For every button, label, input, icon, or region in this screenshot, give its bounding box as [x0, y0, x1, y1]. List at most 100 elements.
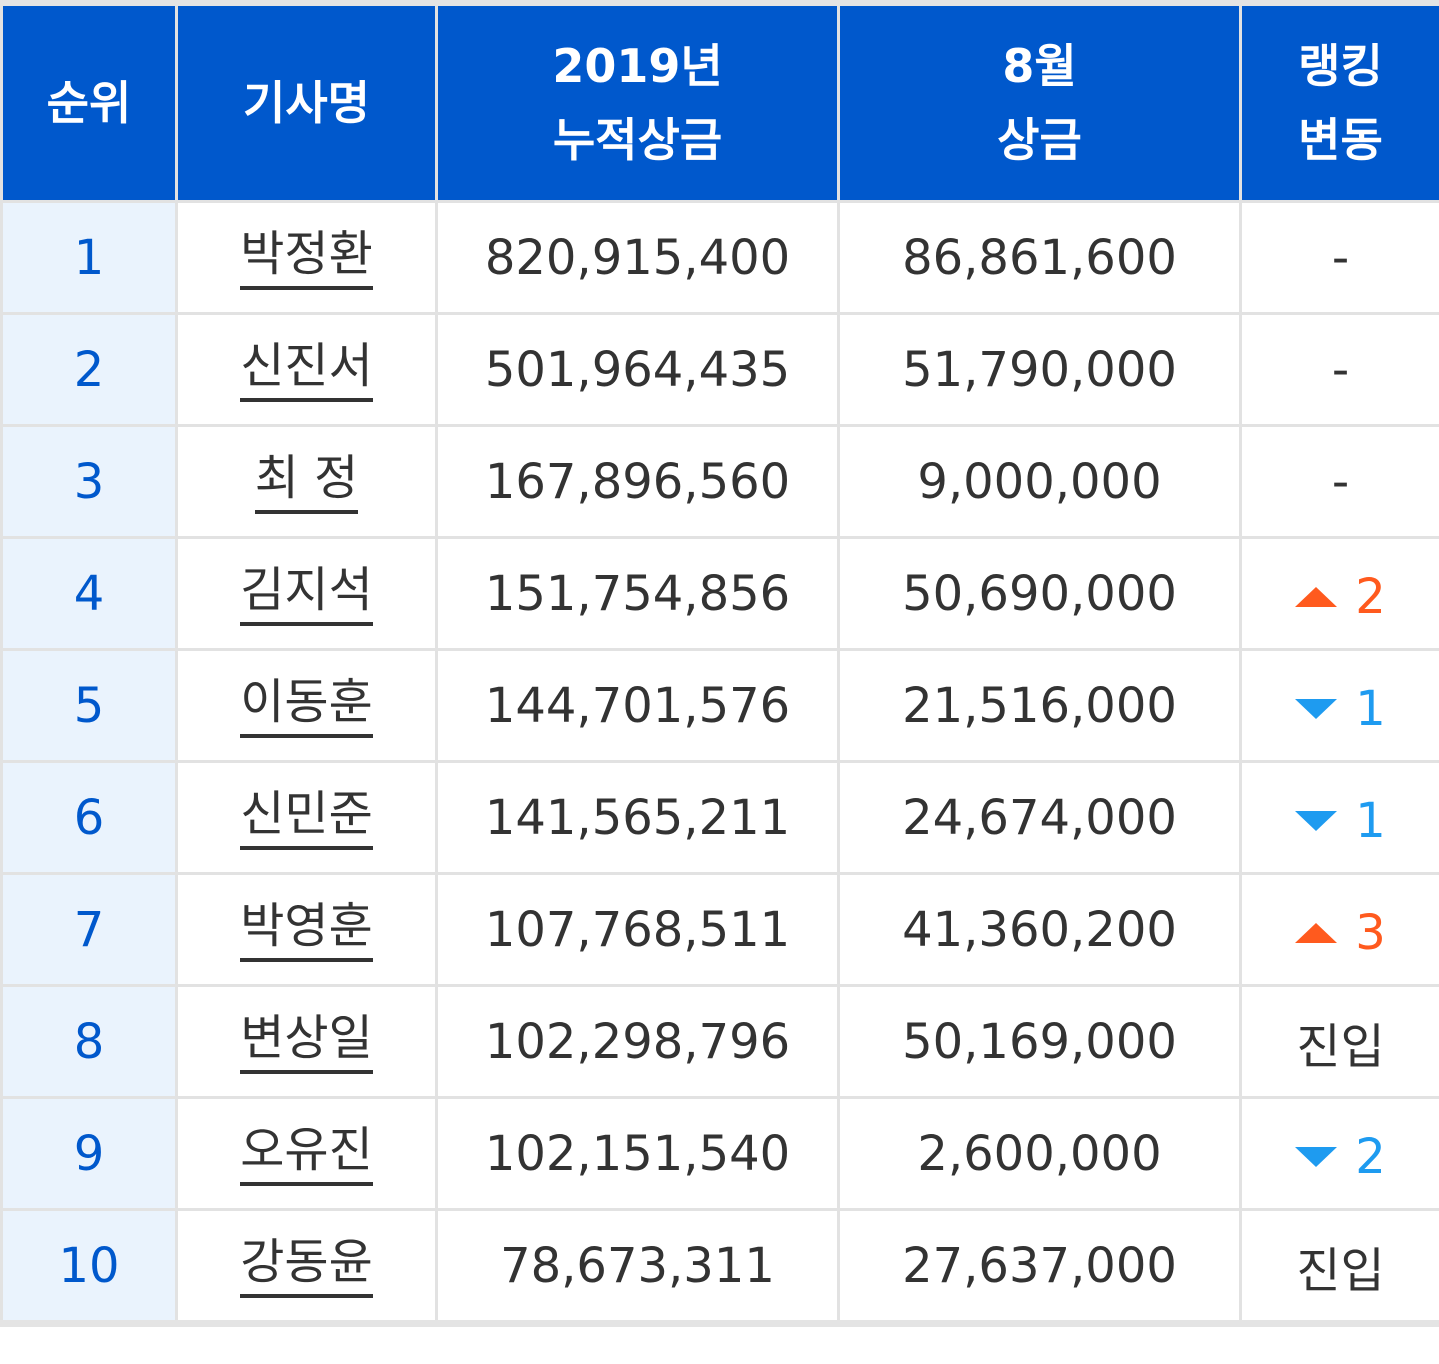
- name-cell: 김지석: [175, 536, 438, 651]
- total-prize-cell: 501,964,435: [435, 312, 840, 427]
- month-prize-cell: 2,600,000: [837, 1096, 1242, 1211]
- total-prize-cell: 144,701,576: [435, 648, 840, 763]
- month-prize-cell: 27,637,000: [837, 1208, 1242, 1325]
- month-prize-cell: 51,790,000: [837, 312, 1242, 427]
- rank-change: -: [1332, 342, 1349, 398]
- rank-cell: 4: [0, 536, 178, 651]
- table-row: 3 최 정 167,896,560 9,000,000 -: [0, 424, 1439, 539]
- table-row: 4 김지석 151,754,856 50,690,000 2: [0, 536, 1439, 651]
- header-row: 순위 기사명 2019년 누적상금 8월 상금 랭킹 변동: [0, 3, 1439, 202]
- prize-ranking-table: 순위 기사명 2019년 누적상금 8월 상금 랭킹 변동 1 박정환 820,91…: [0, 0, 1439, 1327]
- rank-change: 2: [1295, 569, 1386, 625]
- rank-change-value: 2: [1355, 568, 1386, 625]
- month-prize-cell: 86,861,600: [837, 200, 1242, 315]
- player-name-link[interactable]: 박정환: [240, 226, 373, 290]
- rank-change-cell: 1: [1239, 760, 1439, 875]
- player-name-link[interactable]: 이동훈: [240, 674, 373, 738]
- rank-change-cell: 2: [1239, 1096, 1439, 1211]
- rank-cell: 5: [0, 648, 178, 763]
- month-prize-cell: 9,000,000: [837, 424, 1242, 539]
- name-cell: 박영훈: [175, 872, 438, 987]
- month-prize-cell: 41,360,200: [837, 872, 1242, 987]
- rank-change-cell: -: [1239, 312, 1439, 427]
- total-prize-cell: 141,565,211: [435, 760, 840, 875]
- rank-change: 진입: [1296, 1231, 1384, 1301]
- rank-change-value: 3: [1355, 904, 1386, 961]
- header-total-line2: 누적상금: [552, 113, 723, 167]
- header-rank: 순위: [0, 3, 178, 202]
- month-prize-cell: 24,674,000: [837, 760, 1242, 875]
- table-row: 10 강동윤 78,673,311 27,637,000 진입: [0, 1208, 1439, 1325]
- player-name-link[interactable]: 신진서: [240, 338, 373, 402]
- header-month-prize: 8월 상금: [837, 3, 1242, 202]
- month-prize-cell: 21,516,000: [837, 648, 1242, 763]
- rank-change-cell: 1: [1239, 648, 1439, 763]
- rank-change-value: -: [1331, 229, 1350, 286]
- table-row: 6 신민준 141,565,211 24,674,000 1: [0, 760, 1439, 875]
- rank-cell: 10: [0, 1208, 178, 1325]
- player-name-link[interactable]: 강동윤: [240, 1234, 373, 1298]
- rank-cell: 9: [0, 1096, 178, 1211]
- triangle-down-icon: [1295, 1146, 1338, 1167]
- table-row: 2 신진서 501,964,435 51,790,000 -: [0, 312, 1439, 427]
- player-name-link[interactable]: 오유진: [240, 1122, 373, 1186]
- table-row: 7 박영훈 107,768,511 41,360,200 3: [0, 872, 1439, 987]
- name-cell: 신민준: [175, 760, 438, 875]
- triangle-up-icon: [1295, 922, 1338, 943]
- triangle-up-icon: [1295, 586, 1338, 607]
- name-cell: 박정환: [175, 200, 438, 315]
- table-row: 8 변상일 102,298,796 50,169,000 진입: [0, 984, 1439, 1099]
- header-month-line1: 8월: [1002, 39, 1077, 93]
- rank-change-cell: 진입: [1239, 984, 1439, 1099]
- rank-cell: 3: [0, 424, 178, 539]
- rank-change-cell: 진입: [1239, 1208, 1439, 1325]
- rank-change: -: [1332, 454, 1349, 510]
- header-total-line1: 2019년: [552, 39, 723, 93]
- rank-change-cell: 3: [1239, 872, 1439, 987]
- table-row: 9 오유진 102,151,540 2,600,000 2: [0, 1096, 1439, 1211]
- rank-change-value: -: [1331, 453, 1350, 510]
- triangle-down-icon: [1295, 698, 1338, 719]
- header-total-prize: 2019년 누적상금: [435, 3, 840, 202]
- header-change-line1: 랭킹: [1298, 39, 1383, 93]
- header-rank-change: 랭킹 변동: [1239, 3, 1439, 202]
- total-prize-cell: 107,768,511: [435, 872, 840, 987]
- rank-change-value: -: [1331, 341, 1350, 398]
- rank-change: -: [1332, 230, 1349, 286]
- rank-change-value: 1: [1355, 680, 1386, 737]
- total-prize-cell: 151,754,856: [435, 536, 840, 651]
- total-prize-cell: 102,298,796: [435, 984, 840, 1099]
- triangle-down-icon: [1295, 810, 1338, 831]
- player-name-link[interactable]: 변상일: [240, 1010, 373, 1074]
- rank-change: 1: [1295, 793, 1386, 849]
- total-prize-cell: 78,673,311: [435, 1208, 840, 1325]
- rank-change: 1: [1295, 681, 1386, 737]
- rank-change-cell: 2: [1239, 536, 1439, 651]
- table-header: 순위 기사명 2019년 누적상금 8월 상금 랭킹 변동: [0, 3, 1439, 202]
- player-name-link[interactable]: 박영훈: [240, 898, 373, 962]
- rank-cell: 7: [0, 872, 178, 987]
- name-cell: 이동훈: [175, 648, 438, 763]
- rank-cell: 6: [0, 760, 178, 875]
- name-cell: 최 정: [175, 424, 438, 539]
- total-prize-cell: 102,151,540: [435, 1096, 840, 1211]
- name-cell: 오유진: [175, 1096, 438, 1211]
- header-month-line2: 상금: [997, 113, 1082, 167]
- total-prize-cell: 820,915,400: [435, 200, 840, 315]
- rank-change: 2: [1295, 1129, 1386, 1185]
- header-name: 기사명: [175, 3, 438, 202]
- player-name-link[interactable]: 최 정: [254, 450, 359, 514]
- rank-cell: 1: [0, 200, 178, 315]
- rank-cell: 8: [0, 984, 178, 1099]
- rank-cell: 2: [0, 312, 178, 427]
- rank-change-value: 1: [1355, 792, 1386, 849]
- rank-change: 진입: [1296, 1007, 1384, 1077]
- month-prize-cell: 50,690,000: [837, 536, 1242, 651]
- table-body: 1 박정환 820,915,400 86,861,600 - 2 신진서 501,964,43…: [0, 200, 1439, 1325]
- player-name-link[interactable]: 김지석: [240, 562, 373, 626]
- player-name-link[interactable]: 신민준: [240, 786, 373, 850]
- table-row: 5 이동훈 144,701,576 21,516,000 1: [0, 648, 1439, 763]
- rank-change: 3: [1295, 905, 1386, 961]
- name-cell: 변상일: [175, 984, 438, 1099]
- rank-change-cell: -: [1239, 200, 1439, 315]
